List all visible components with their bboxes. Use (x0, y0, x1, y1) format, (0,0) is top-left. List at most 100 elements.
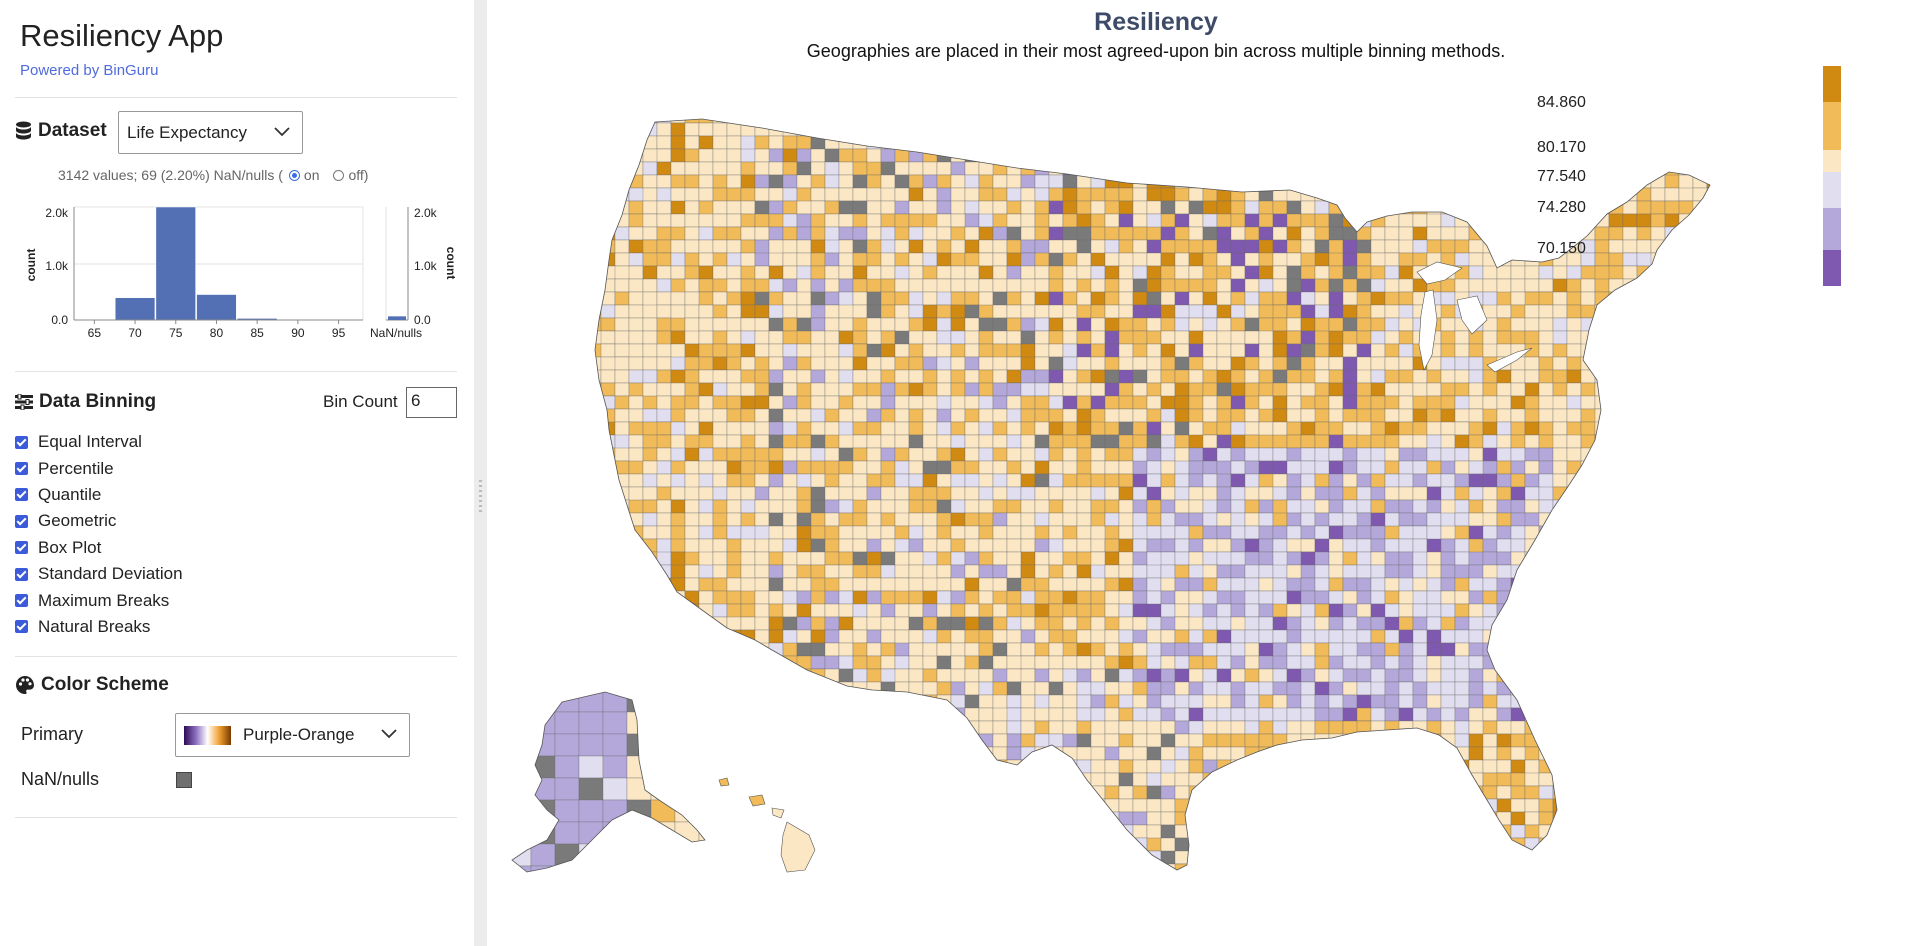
county-cell[interactable] (726, 291, 742, 306)
county-cell[interactable] (824, 343, 840, 358)
county-cell[interactable] (1524, 564, 1540, 579)
county-cell[interactable] (1230, 668, 1246, 683)
county-cell[interactable] (1650, 486, 1666, 501)
county-cell[interactable] (1104, 460, 1120, 475)
county-cell[interactable] (1048, 655, 1064, 670)
county-cell[interactable] (1398, 408, 1414, 423)
county-cell[interactable] (1678, 707, 1694, 722)
county-cell[interactable] (1202, 616, 1218, 631)
county-cell[interactable] (614, 161, 630, 176)
county-cell[interactable] (1496, 772, 1512, 787)
county-cell[interactable] (768, 473, 784, 488)
county-cell[interactable] (1202, 187, 1218, 202)
county-cell[interactable] (698, 135, 714, 150)
county-cell[interactable] (1034, 759, 1050, 774)
county-cell[interactable] (1608, 239, 1624, 254)
county-cell[interactable] (880, 746, 896, 761)
borough-cell[interactable] (578, 711, 604, 735)
county-cell[interactable] (992, 148, 1008, 163)
county-cell[interactable] (1357, 877, 1371, 890)
county-cell[interactable] (1510, 564, 1526, 579)
county-cell[interactable] (1216, 850, 1232, 865)
county-cell[interactable] (950, 486, 966, 501)
county-cell[interactable] (1104, 330, 1120, 345)
county-cell[interactable] (852, 265, 868, 280)
county-cell[interactable] (1482, 759, 1498, 774)
county-cell[interactable] (1342, 759, 1358, 774)
county-cell[interactable] (698, 577, 714, 592)
county-cell[interactable] (600, 577, 616, 592)
county-cell[interactable] (1398, 421, 1414, 436)
county-cell[interactable] (657, 877, 671, 890)
county-cell[interactable] (1426, 551, 1442, 566)
county-cell[interactable] (642, 668, 658, 683)
county-cell[interactable] (1650, 590, 1666, 605)
county-cell[interactable] (838, 226, 854, 241)
county-cell[interactable] (1510, 460, 1526, 475)
county-cell[interactable] (894, 110, 910, 124)
county-cell[interactable] (1510, 538, 1526, 553)
county-cell[interactable] (1286, 369, 1302, 384)
county-cell[interactable] (1300, 629, 1316, 644)
county-cell[interactable] (1622, 629, 1638, 644)
county-cell[interactable] (894, 421, 910, 436)
county-cell[interactable] (1090, 486, 1106, 501)
county-cell[interactable] (1566, 707, 1582, 722)
county-cell[interactable] (1342, 135, 1358, 150)
county-cell[interactable] (1678, 447, 1694, 462)
county-cell[interactable] (824, 473, 840, 488)
county-cell[interactable] (1020, 629, 1036, 644)
county-cell[interactable] (1706, 330, 1721, 345)
county-cell[interactable] (824, 512, 840, 527)
county-cell[interactable] (852, 512, 868, 527)
county-cell[interactable] (1188, 798, 1204, 813)
county-cell[interactable] (950, 356, 966, 371)
county-cell[interactable] (1342, 837, 1358, 852)
county-cell[interactable] (1384, 382, 1400, 397)
county-cell[interactable] (1230, 187, 1246, 202)
county-cell[interactable] (754, 590, 770, 605)
county-cell[interactable] (1048, 213, 1064, 228)
county-cell[interactable] (1524, 863, 1540, 877)
county-cell[interactable] (936, 200, 952, 215)
county-cell[interactable] (1020, 616, 1036, 631)
county-cell[interactable] (908, 252, 924, 267)
county-cell[interactable] (712, 707, 728, 722)
county-cell[interactable] (1048, 122, 1064, 150)
county-cell[interactable] (1244, 434, 1260, 449)
county-cell[interactable] (656, 577, 672, 592)
county-cell[interactable] (950, 122, 966, 137)
county-cell[interactable] (656, 252, 672, 267)
county-cell[interactable] (1707, 877, 1721, 890)
county-cell[interactable] (1174, 642, 1190, 657)
county-cell[interactable] (852, 148, 868, 163)
county-cell[interactable] (1216, 174, 1232, 189)
county-cell[interactable] (796, 460, 812, 475)
county-cell[interactable] (1426, 447, 1442, 462)
county-cell[interactable] (1272, 720, 1288, 735)
county-cell[interactable] (1692, 590, 1708, 605)
county-cell[interactable] (1244, 148, 1260, 163)
county-cell[interactable] (1062, 551, 1078, 566)
county-cell[interactable] (1692, 863, 1708, 877)
county-cell[interactable] (642, 330, 658, 345)
county-cell[interactable] (1356, 317, 1372, 332)
county-cell[interactable] (1384, 252, 1400, 267)
county-cell[interactable] (1580, 694, 1596, 709)
county-cell[interactable] (1552, 330, 1568, 345)
county-cell[interactable] (782, 733, 798, 748)
county-cell[interactable] (964, 317, 980, 332)
county-cell[interactable] (880, 356, 896, 371)
county-cell[interactable] (1272, 525, 1288, 540)
county-cell[interactable] (1146, 239, 1162, 254)
county-cell[interactable] (824, 304, 840, 319)
county-cell[interactable] (1090, 421, 1106, 436)
county-cell[interactable] (726, 330, 742, 345)
county-cell[interactable] (740, 772, 756, 800)
county-cell[interactable] (1622, 278, 1638, 293)
county-cell[interactable] (587, 616, 616, 644)
county-cell[interactable] (684, 863, 700, 877)
county-cell[interactable] (1384, 174, 1400, 189)
county-cell[interactable] (1146, 694, 1162, 709)
county-cell[interactable] (712, 551, 728, 566)
